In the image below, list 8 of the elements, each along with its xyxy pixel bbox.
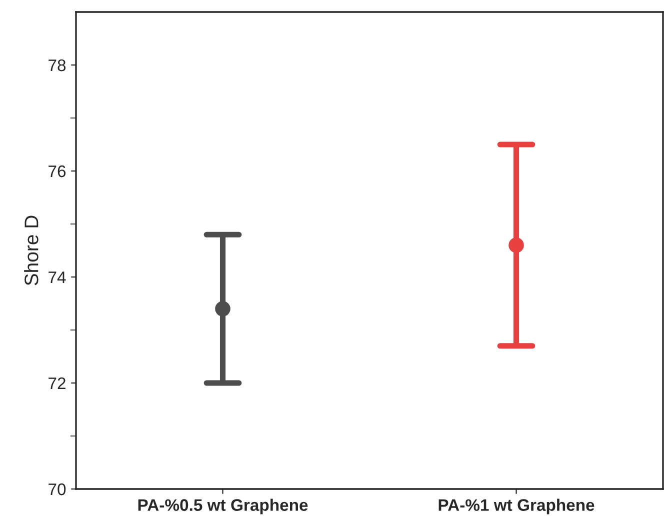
y-tick-label: 72 [48, 377, 66, 390]
x-tick-label: PA-%1 wt Graphene [438, 498, 594, 514]
y-tick-label: 76 [48, 165, 66, 178]
x-tick-label: PA-%0.5 wt Graphene [138, 498, 308, 514]
y-axis-title: Shore D [24, 216, 38, 286]
y-tick-label: 74 [48, 272, 66, 284]
y-tick-label: 78 [48, 59, 66, 72]
y-tick-label: 70 [48, 483, 66, 496]
